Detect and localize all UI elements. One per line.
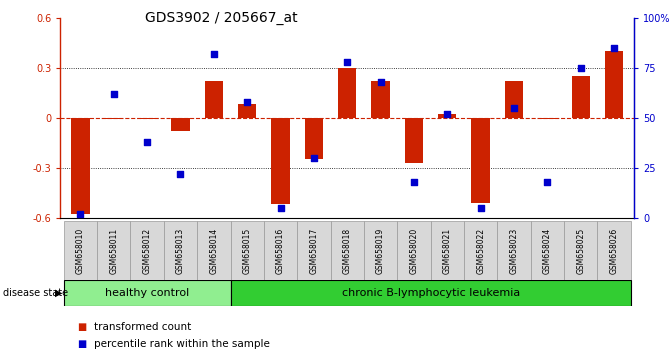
Text: GSM658012: GSM658012 xyxy=(143,227,152,274)
Bar xyxy=(130,221,164,280)
Bar xyxy=(331,221,364,280)
Point xyxy=(542,179,553,184)
Bar xyxy=(238,104,256,118)
Text: GSM658019: GSM658019 xyxy=(376,227,385,274)
Bar xyxy=(64,221,97,280)
Bar xyxy=(171,118,190,131)
Bar xyxy=(605,51,623,118)
Bar xyxy=(164,221,197,280)
Bar xyxy=(438,114,456,118)
Bar xyxy=(264,221,297,280)
Point xyxy=(609,45,619,51)
Bar xyxy=(64,280,231,306)
Bar xyxy=(71,118,89,215)
Bar xyxy=(531,221,564,280)
Text: ■: ■ xyxy=(77,339,87,349)
Bar xyxy=(464,221,497,280)
Point xyxy=(509,105,519,110)
Text: GSM658010: GSM658010 xyxy=(76,227,85,274)
Bar xyxy=(297,221,331,280)
Text: disease state: disease state xyxy=(3,288,68,298)
Bar xyxy=(231,280,631,306)
Bar xyxy=(372,81,390,118)
Text: transformed count: transformed count xyxy=(94,322,191,332)
Text: GSM658021: GSM658021 xyxy=(443,227,452,274)
Point xyxy=(175,171,186,177)
Bar xyxy=(564,221,597,280)
Bar xyxy=(138,118,156,119)
Bar xyxy=(397,221,431,280)
Point xyxy=(475,205,486,211)
Bar xyxy=(538,118,556,119)
Point xyxy=(109,91,119,97)
Text: GDS3902 / 205667_at: GDS3902 / 205667_at xyxy=(145,11,298,25)
Bar xyxy=(105,118,123,119)
Bar xyxy=(597,221,631,280)
Text: GSM658026: GSM658026 xyxy=(609,227,619,274)
Bar xyxy=(364,221,397,280)
Point xyxy=(209,51,219,57)
Bar xyxy=(497,221,531,280)
Text: ■: ■ xyxy=(77,322,87,332)
Text: GSM658017: GSM658017 xyxy=(309,227,318,274)
Text: healthy control: healthy control xyxy=(105,288,189,298)
Point xyxy=(142,139,152,144)
Point xyxy=(409,179,419,184)
Text: chronic B-lymphocytic leukemia: chronic B-lymphocytic leukemia xyxy=(342,288,520,298)
Text: ▶: ▶ xyxy=(55,288,62,298)
Bar xyxy=(405,118,423,163)
Point xyxy=(275,205,286,211)
Point xyxy=(575,65,586,70)
Text: GSM658020: GSM658020 xyxy=(409,227,419,274)
Bar xyxy=(338,68,356,118)
Text: GSM658015: GSM658015 xyxy=(243,227,252,274)
Bar xyxy=(431,221,464,280)
Point xyxy=(342,59,353,64)
Text: GSM658016: GSM658016 xyxy=(276,227,285,274)
Point xyxy=(309,155,319,161)
Bar xyxy=(97,221,130,280)
Bar xyxy=(505,81,523,118)
Text: GSM658013: GSM658013 xyxy=(176,227,185,274)
Text: GSM658023: GSM658023 xyxy=(509,227,519,274)
Bar xyxy=(472,118,490,203)
Text: percentile rank within the sample: percentile rank within the sample xyxy=(94,339,270,349)
Text: GSM658024: GSM658024 xyxy=(543,227,552,274)
Point xyxy=(75,211,86,217)
Bar xyxy=(271,118,290,204)
Text: GSM658022: GSM658022 xyxy=(476,227,485,274)
Bar xyxy=(197,221,231,280)
Point xyxy=(242,99,252,104)
Point xyxy=(375,79,386,85)
Text: GSM658011: GSM658011 xyxy=(109,227,118,274)
Bar xyxy=(205,81,223,118)
Text: GSM658018: GSM658018 xyxy=(343,227,352,274)
Text: GSM658014: GSM658014 xyxy=(209,227,218,274)
Bar xyxy=(572,76,590,118)
Bar xyxy=(231,221,264,280)
Bar xyxy=(305,118,323,159)
Text: GSM658025: GSM658025 xyxy=(576,227,585,274)
Point xyxy=(442,111,453,116)
